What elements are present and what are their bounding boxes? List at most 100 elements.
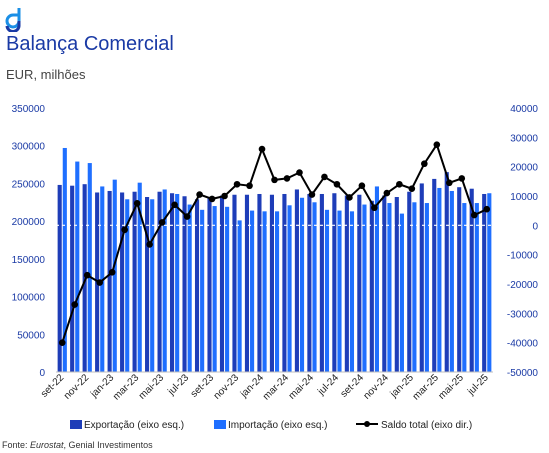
right-axis-tick-label: -30000 (507, 309, 539, 320)
x-axis-tick-label: mar-25 (411, 372, 441, 402)
import-bar (275, 211, 280, 372)
export-bar (219, 195, 225, 372)
x-axis-tick-label: jul-25 (465, 372, 491, 398)
import-bar (262, 211, 267, 372)
legend-label: Importação (eixo esq.) (228, 420, 328, 431)
balance-point (396, 180, 403, 188)
import-bar (337, 210, 342, 372)
balance-point (333, 180, 341, 188)
x-axis-tick-label: mai-23 (137, 372, 167, 402)
left-axis-tick-label: 100000 (12, 293, 46, 304)
export-bar (332, 193, 337, 372)
balance-point (58, 339, 66, 346)
page-title: Balança Comercial (6, 33, 174, 55)
import-bar (112, 179, 117, 372)
right-axis-tick-label: -50000 (507, 368, 539, 379)
import-bar (200, 209, 205, 372)
left-axis-tick-label: 250000 (12, 179, 46, 190)
balance-point (458, 175, 466, 182)
balance-point (208, 195, 216, 203)
balance-point (308, 191, 316, 198)
balance-point (71, 301, 79, 308)
legend-swatch-marker (364, 421, 370, 427)
legend-label: Exportação (eixo esq.) (84, 420, 184, 431)
balance-point (433, 141, 441, 148)
import-bar (474, 203, 479, 372)
import-bar (387, 203, 392, 372)
import-bar (449, 190, 454, 372)
import-bar (312, 202, 317, 372)
x-axis-tick-label: nov-22 (62, 372, 92, 402)
export-bar (82, 184, 87, 372)
legend-label: Saldo total (eixo dir.) (381, 420, 472, 431)
export-bar (357, 194, 362, 372)
import-bar (225, 206, 230, 372)
import-bar (362, 204, 367, 372)
left-axis-tick-label: 0 (39, 368, 45, 379)
import-bar (150, 199, 155, 372)
import-bar (162, 189, 167, 372)
balance-point (83, 271, 91, 279)
balance-point (171, 201, 178, 209)
balance-point (258, 145, 266, 153)
legend-swatch (70, 420, 82, 429)
export-bar (70, 185, 75, 372)
left-axis-tick-label: 150000 (12, 255, 46, 266)
import-bar (424, 203, 429, 372)
balance-point (321, 173, 328, 181)
balance-point (271, 176, 278, 184)
x-axis-tick-label: mai-24 (287, 372, 317, 402)
export-bar (457, 187, 462, 372)
export-bar (469, 188, 474, 372)
balance-point (96, 279, 103, 286)
balance-point (246, 182, 253, 190)
left-axis-tick-label: 200000 (12, 217, 46, 228)
import-bar (175, 193, 180, 372)
x-axis-tick-label: mar-24 (261, 372, 291, 402)
left-axis-tick-label: 350000 (12, 104, 46, 115)
balance-point (196, 191, 203, 198)
export-bar (369, 200, 374, 372)
import-bar (374, 186, 380, 372)
export-bar (382, 195, 387, 372)
balance-point (446, 179, 453, 187)
right-axis-tick-label: 20000 (510, 163, 538, 174)
x-axis-tick-label: jul-24 (315, 372, 341, 398)
balance-point (483, 205, 491, 213)
import-bar (137, 182, 142, 372)
export-bar (107, 190, 112, 372)
export-bar (194, 199, 200, 372)
import-bar (125, 199, 130, 372)
balance-point (233, 180, 241, 188)
import-bar (287, 205, 292, 372)
export-bar (319, 193, 324, 372)
import-bar (487, 193, 492, 372)
balance-point (346, 194, 353, 201)
balance-point (133, 200, 141, 207)
right-axis-tick-label: 0 (532, 221, 538, 232)
export-bar (145, 197, 150, 372)
import-bar (62, 147, 67, 372)
export-bar (269, 194, 274, 372)
right-axis-tick-label: 30000 (510, 133, 538, 144)
export-bar (120, 192, 125, 372)
balance-point (221, 192, 228, 200)
export-bar (57, 184, 62, 372)
import-bar (250, 210, 255, 372)
left-axis-tick-label: 50000 (17, 330, 45, 341)
import-bar (462, 203, 467, 372)
right-axis-tick-label: -40000 (507, 339, 539, 350)
balance-point (358, 182, 366, 190)
balance-point (296, 169, 303, 176)
x-axis-tick-label: mai-25 (437, 372, 467, 402)
import-bar (399, 213, 404, 372)
import-bar (437, 187, 442, 372)
export-bar (482, 193, 487, 372)
brand-logo-icon (5, 8, 21, 32)
balance-point (146, 241, 153, 248)
import-bar (349, 211, 355, 372)
x-axis-tick-label: nov-24 (362, 372, 392, 402)
balance-point (408, 185, 416, 192)
export-bar (282, 193, 287, 372)
x-axis-tick-label: mar-23 (111, 372, 141, 402)
